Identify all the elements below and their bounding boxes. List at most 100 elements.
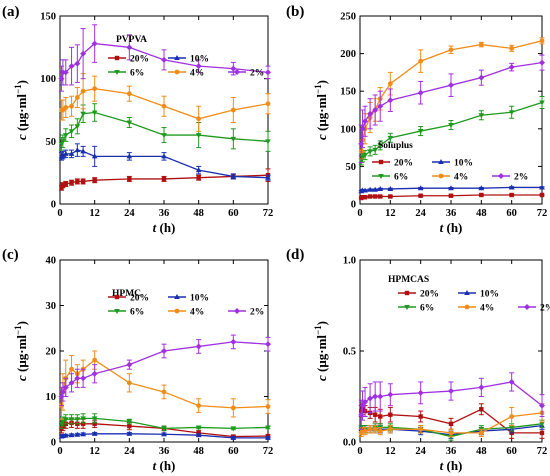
x-tick-label: 36 bbox=[159, 208, 170, 219]
data-point bbox=[126, 361, 133, 368]
legend-item: 20% bbox=[108, 294, 149, 304]
legend: 20% 10% 6% 4% 2% bbox=[108, 294, 264, 318]
y-tick-label: 1.0 bbox=[343, 256, 356, 267]
data-point bbox=[265, 69, 271, 76]
data-point bbox=[478, 430, 484, 436]
data-point bbox=[92, 421, 97, 426]
x-tick-label: 60 bbox=[506, 208, 517, 219]
data-point bbox=[362, 398, 369, 405]
legend-label: 2% bbox=[250, 308, 264, 318]
legend-item: 6% bbox=[372, 173, 408, 183]
legend-marker bbox=[404, 305, 410, 310]
data-point bbox=[387, 97, 394, 104]
x-tick-label: 60 bbox=[228, 446, 239, 457]
series-line bbox=[60, 359, 269, 409]
data-point bbox=[126, 44, 133, 51]
data-point bbox=[74, 60, 81, 67]
data-point bbox=[161, 133, 167, 139]
series-20pct bbox=[58, 168, 271, 191]
legend-marker bbox=[234, 69, 240, 75]
data-point bbox=[63, 105, 69, 110]
legend-item: 2% bbox=[492, 173, 528, 183]
legend-marker bbox=[174, 308, 180, 314]
data-point bbox=[126, 380, 132, 386]
x-axis-title: t (h) bbox=[440, 458, 463, 473]
data-point bbox=[68, 379, 75, 386]
legend-item: 4% bbox=[458, 304, 494, 314]
data-point bbox=[448, 185, 454, 191]
y-tick-label: 30 bbox=[46, 301, 57, 312]
data-point bbox=[195, 167, 202, 173]
data-point bbox=[161, 426, 167, 432]
data-point bbox=[478, 113, 485, 119]
data-point bbox=[80, 179, 86, 184]
legend-item: 2% bbox=[228, 308, 264, 318]
data-point bbox=[377, 428, 383, 434]
data-point bbox=[479, 192, 484, 198]
x-tick-label: 0 bbox=[57, 208, 62, 219]
y-axis-title: c (μg·ml−1) bbox=[313, 80, 329, 140]
x-tick-label: 36 bbox=[446, 446, 457, 457]
legend-label: 4% bbox=[190, 308, 204, 318]
data-point bbox=[195, 343, 202, 350]
x-tick-label: 12 bbox=[89, 208, 100, 219]
data-point bbox=[448, 430, 454, 436]
legend-label: 4% bbox=[454, 173, 468, 183]
data-point bbox=[91, 430, 98, 436]
series-2pct bbox=[58, 24, 271, 92]
y-tick-label: 40 bbox=[46, 256, 57, 267]
data-point bbox=[387, 185, 394, 191]
series-line bbox=[360, 381, 543, 415]
data-point bbox=[62, 384, 69, 391]
panel-d: (d) 0 12 24 36 48 60 72 0.0 0.5 1.0 t (h) c (μg·ml−1… bbox=[286, 247, 550, 473]
legend: 20% 10% 6% 4% 2% bbox=[372, 159, 528, 183]
legend-label: 10% bbox=[480, 290, 499, 300]
data-point bbox=[377, 143, 384, 149]
panel-label: (b) bbox=[286, 4, 304, 20]
x-tick-label: 12 bbox=[89, 446, 100, 457]
y-tick-label: 0 bbox=[351, 200, 356, 211]
data-point bbox=[478, 74, 485, 81]
data-point bbox=[230, 65, 237, 72]
y-tick-label: 0.5 bbox=[343, 347, 356, 358]
x-tick-label: 60 bbox=[228, 208, 239, 219]
y-tick-label: 250 bbox=[340, 12, 356, 23]
data-point bbox=[479, 407, 484, 412]
legend-label: 10% bbox=[190, 294, 209, 304]
polymer-label: HPMCAS bbox=[388, 275, 429, 285]
x-tick-label: 0 bbox=[357, 208, 362, 219]
legend-marker bbox=[114, 70, 120, 75]
series-10pct bbox=[358, 184, 545, 194]
y-tick-label: 200 bbox=[340, 49, 356, 60]
data-point bbox=[126, 419, 133, 425]
data-point bbox=[60, 419, 66, 425]
data-point bbox=[91, 416, 98, 422]
data-point bbox=[265, 341, 271, 348]
legend-item: 4% bbox=[168, 69, 204, 79]
data-point bbox=[372, 107, 379, 113]
data-point bbox=[91, 40, 98, 47]
panel-label: (d) bbox=[286, 247, 304, 263]
legend-label: 20% bbox=[394, 159, 413, 169]
y-tick-label: 50 bbox=[46, 137, 57, 148]
data-point bbox=[367, 194, 373, 199]
legend-label: 4% bbox=[190, 69, 204, 79]
data-point bbox=[91, 153, 98, 159]
data-point bbox=[68, 432, 75, 438]
data-point bbox=[92, 86, 98, 92]
y-axis-title: c (μg·ml−1) bbox=[13, 321, 29, 381]
data-point bbox=[508, 378, 515, 385]
legend-marker bbox=[464, 304, 470, 310]
data-point bbox=[68, 417, 75, 423]
x-tick-label: 24 bbox=[124, 208, 135, 219]
y-tick-label: 0.0 bbox=[343, 438, 356, 449]
data-point bbox=[62, 133, 69, 139]
data-point bbox=[377, 103, 384, 110]
legend-label: 20% bbox=[130, 294, 149, 304]
series-6pct bbox=[58, 103, 271, 152]
series-4pct bbox=[58, 350, 271, 420]
data-point bbox=[69, 103, 74, 109]
legend-item: 20% bbox=[372, 159, 413, 169]
data-point bbox=[539, 59, 545, 66]
data-point bbox=[360, 195, 365, 200]
